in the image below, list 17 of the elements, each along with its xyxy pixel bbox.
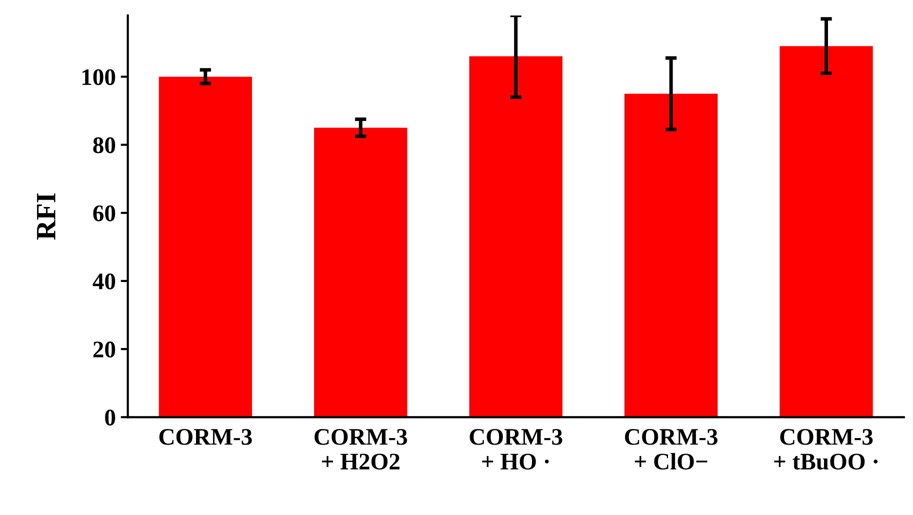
y-tick-label: 100 — [82, 69, 116, 86]
y-axis-title: RFI — [37, 193, 56, 240]
y-tick-label: 80 — [93, 137, 116, 154]
x-tick-label: CORM-3 — [159, 429, 252, 445]
bar — [469, 56, 562, 418]
y-tick-label: 40 — [92, 273, 116, 290]
x-tick-label: CORM-3 + HO · — [470, 429, 562, 470]
bar — [780, 46, 873, 418]
bar — [158, 76, 252, 418]
x-tick-label: CORM-3 + H2O2 — [314, 429, 408, 470]
y-tick-label: 60 — [93, 205, 116, 222]
x-tick-label: CORM-3 + tBuOO · — [774, 429, 878, 470]
bar — [314, 128, 408, 418]
x-tick-label: CORM-3 + ClO− — [625, 429, 718, 470]
y-tick-label: 0 — [105, 410, 116, 426]
y-tick-label: 20 — [93, 342, 116, 358]
bar — [624, 94, 718, 418]
